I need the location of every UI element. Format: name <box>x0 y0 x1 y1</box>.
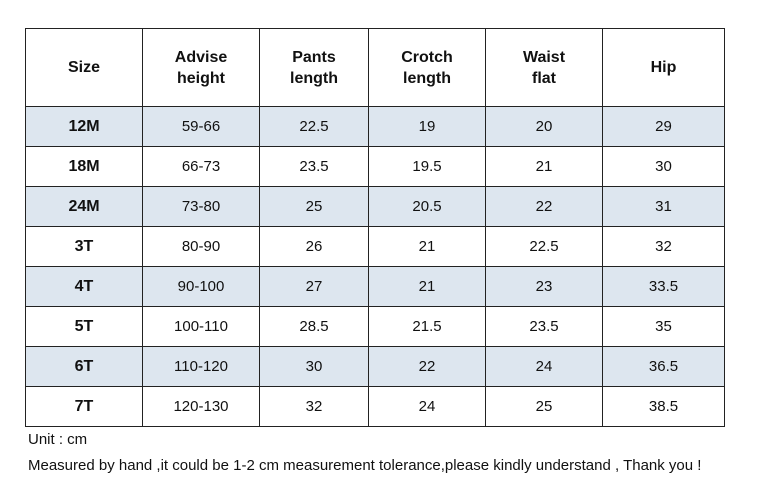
crotch-length-cell: 21 <box>368 266 486 307</box>
advise-height-cell: 120-130 <box>142 386 260 427</box>
crotch-length-cell: 20.5 <box>368 186 486 227</box>
table-row: 3T 80-90 26 21 22.5 32 <box>25 226 725 267</box>
advise-height-cell: 80-90 <box>142 226 260 267</box>
advise-height-cell: 110-120 <box>142 346 260 387</box>
pants-length-cell: 30 <box>259 346 369 387</box>
hip-cell: 32 <box>602 226 725 267</box>
size-chart-table: Size Advise height Pants length Crotch l… <box>25 28 725 427</box>
pants-length-cell: 22.5 <box>259 106 369 147</box>
hip-cell: 38.5 <box>602 386 725 427</box>
size-cell: 12M <box>25 106 143 147</box>
pants-length-cell: 23.5 <box>259 146 369 187</box>
table-row: 7T 120-130 32 24 25 38.5 <box>25 386 725 427</box>
header-advise-height: Advise height <box>142 28 260 107</box>
hip-cell: 30 <box>602 146 725 187</box>
crotch-length-cell: 21 <box>368 226 486 267</box>
hip-cell: 36.5 <box>602 346 725 387</box>
advise-height-cell: 73-80 <box>142 186 260 227</box>
size-cell: 7T <box>25 386 143 427</box>
size-cell: 5T <box>25 306 143 347</box>
crotch-length-cell: 19 <box>368 106 486 147</box>
advise-height-cell: 59-66 <box>142 106 260 147</box>
size-cell: 24M <box>25 186 143 227</box>
table-row: 6T 110-120 30 22 24 36.5 <box>25 346 725 387</box>
size-cell: 18M <box>25 146 143 187</box>
header-hip: Hip <box>602 28 725 107</box>
pants-length-cell: 26 <box>259 226 369 267</box>
waist-flat-cell: 22.5 <box>485 226 603 267</box>
header-row: Size Advise height Pants length Crotch l… <box>25 28 725 107</box>
size-cell: 4T <box>25 266 143 307</box>
hip-cell: 31 <box>602 186 725 227</box>
advise-height-cell: 66-73 <box>142 146 260 187</box>
waist-flat-cell: 22 <box>485 186 603 227</box>
header-pants-length: Pants length <box>259 28 369 107</box>
waist-flat-cell: 20 <box>485 106 603 147</box>
table-row: 5T 100-110 28.5 21.5 23.5 35 <box>25 306 725 347</box>
crotch-length-cell: 22 <box>368 346 486 387</box>
size-cell: 3T <box>25 226 143 267</box>
size-cell: 6T <box>25 346 143 387</box>
tolerance-note: Measured by hand ,it could be 1-2 cm mea… <box>28 457 702 474</box>
header-waist-flat: Waist flat <box>485 28 603 107</box>
unit-note: Unit : cm <box>28 431 88 448</box>
waist-flat-cell: 24 <box>485 346 603 387</box>
waist-flat-cell: 25 <box>485 386 603 427</box>
hip-cell: 29 <box>602 106 725 147</box>
hip-cell: 33.5 <box>602 266 725 307</box>
advise-height-cell: 100-110 <box>142 306 260 347</box>
table-row: 18M 66-73 23.5 19.5 21 30 <box>25 146 725 187</box>
pants-length-cell: 32 <box>259 386 369 427</box>
waist-flat-cell: 23.5 <box>485 306 603 347</box>
pants-length-cell: 27 <box>259 266 369 307</box>
table-row: 4T 90-100 27 21 23 33.5 <box>25 266 725 307</box>
crotch-length-cell: 21.5 <box>368 306 486 347</box>
table-row: 12M 59-66 22.5 19 20 29 <box>25 106 725 147</box>
hip-cell: 35 <box>602 306 725 347</box>
header-crotch-length: Crotch length <box>368 28 486 107</box>
waist-flat-cell: 23 <box>485 266 603 307</box>
pants-length-cell: 25 <box>259 186 369 227</box>
crotch-length-cell: 19.5 <box>368 146 486 187</box>
crotch-length-cell: 24 <box>368 386 486 427</box>
waist-flat-cell: 21 <box>485 146 603 187</box>
pants-length-cell: 28.5 <box>259 306 369 347</box>
advise-height-cell: 90-100 <box>142 266 260 307</box>
table-row: 24M 73-80 25 20.5 22 31 <box>25 186 725 227</box>
header-size: Size <box>25 28 143 107</box>
